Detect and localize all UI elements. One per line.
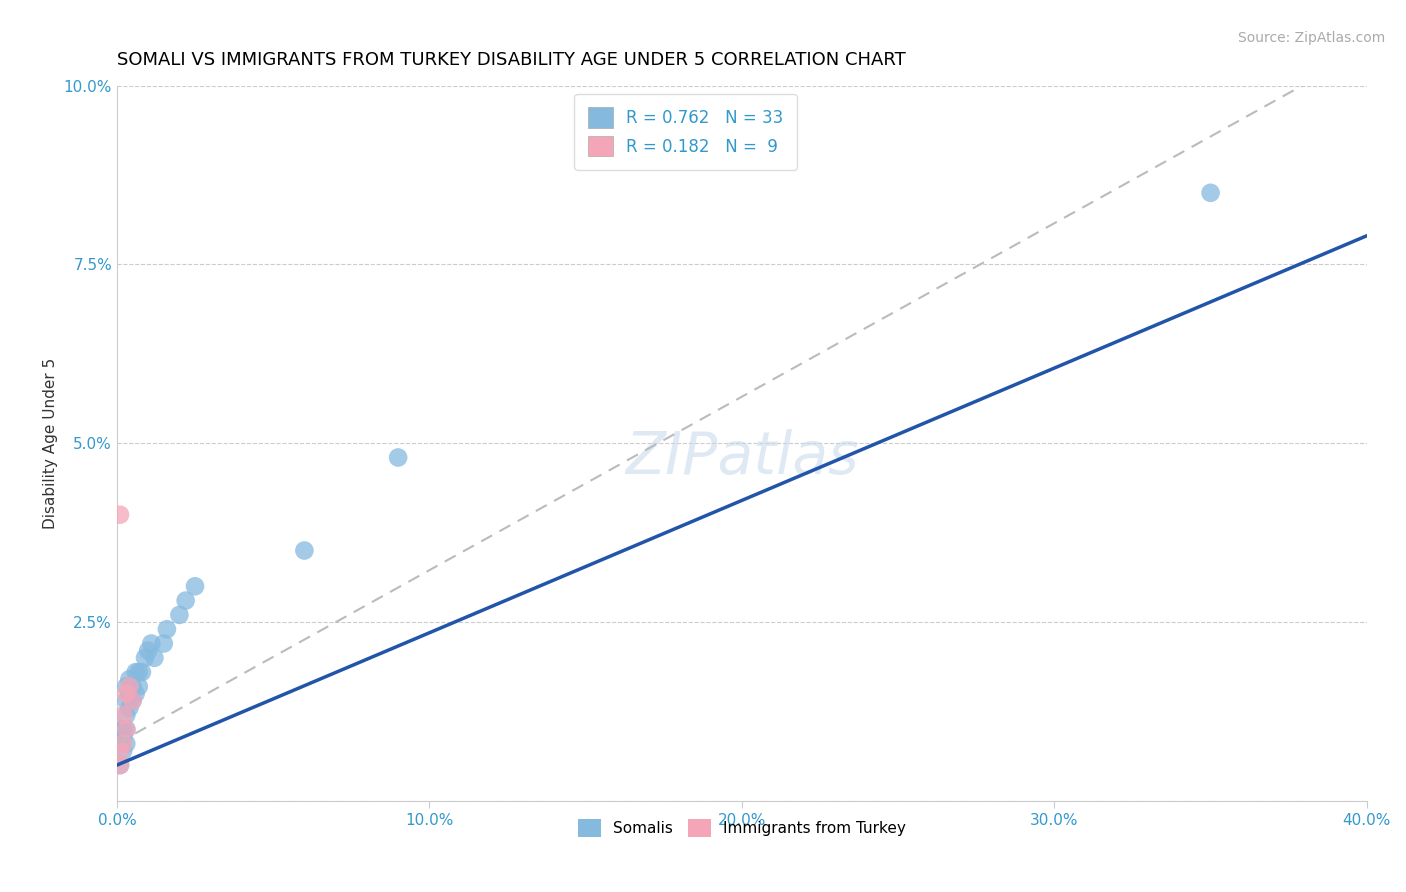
Point [128,665,150,679]
Point [121,694,143,708]
Point [134,650,156,665]
Point [108,508,131,522]
Point [112,723,135,737]
Text: Source: ZipAtlas.com: Source: ZipAtlas.com [1237,31,1385,45]
Point [387,450,409,465]
Point [115,723,138,737]
Point [128,680,150,694]
Point [156,622,179,636]
Point [131,665,153,679]
Text: SOMALI VS IMMIGRANTS FROM TURKEY DISABILITY AGE UNDER 5 CORRELATION CHART: SOMALI VS IMMIGRANTS FROM TURKEY DISABIL… [117,51,905,69]
Point [112,744,135,758]
Point [121,680,143,694]
Point [118,701,141,715]
Point [112,730,135,744]
Point [115,687,138,701]
Text: ZIPatlas: ZIPatlas [626,429,859,486]
Point [118,687,141,701]
Point [115,737,138,751]
Point [118,680,141,694]
Y-axis label: Disability Age Under 5: Disability Age Under 5 [44,358,58,529]
Point [124,665,146,679]
Point [118,673,141,687]
Point [108,737,131,751]
Point [115,694,138,708]
Point [112,737,135,751]
Point [108,758,131,772]
Point [121,694,143,708]
Point [108,744,131,758]
Point [115,680,138,694]
Point [143,650,166,665]
Point [108,758,131,772]
Legend: Somalis, Immigrants from Turkey: Somalis, Immigrants from Turkey [572,813,912,843]
Point [152,636,174,650]
Point [184,579,207,593]
Point [124,687,146,701]
Point [115,723,138,737]
Point [108,723,131,737]
Point [115,708,138,723]
Point [136,643,159,657]
Point [169,607,191,622]
Point [141,636,163,650]
Point [292,543,315,558]
Point [174,593,197,607]
Point [112,708,135,723]
Point [1199,186,1222,200]
